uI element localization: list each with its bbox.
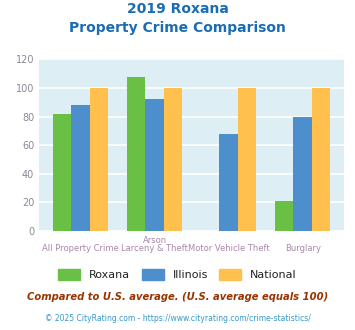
- Bar: [312, 88, 331, 231]
- Text: 2019 Roxana: 2019 Roxana: [127, 2, 228, 16]
- Text: Compared to U.S. average. (U.S. average equals 100): Compared to U.S. average. (U.S. average …: [27, 292, 328, 302]
- Legend: Roxana, Illinois, National: Roxana, Illinois, National: [54, 265, 301, 284]
- Text: Property Crime Comparison: Property Crime Comparison: [69, 21, 286, 35]
- Bar: [127, 77, 146, 231]
- Bar: [90, 88, 108, 231]
- Text: Larceny & Theft: Larceny & Theft: [121, 244, 188, 253]
- Bar: [164, 88, 182, 231]
- Bar: [53, 114, 71, 231]
- Bar: [238, 88, 256, 231]
- Text: © 2025 CityRating.com - https://www.cityrating.com/crime-statistics/: © 2025 CityRating.com - https://www.city…: [45, 314, 310, 323]
- Text: Burglary: Burglary: [285, 244, 321, 253]
- Text: Motor Vehicle Theft: Motor Vehicle Theft: [188, 244, 269, 253]
- Bar: [146, 99, 164, 231]
- Bar: [219, 134, 238, 231]
- Bar: [294, 116, 312, 231]
- Text: All Property Crime: All Property Crime: [42, 244, 119, 253]
- Bar: [71, 105, 90, 231]
- Bar: [275, 201, 294, 231]
- Text: Arson: Arson: [143, 236, 167, 245]
